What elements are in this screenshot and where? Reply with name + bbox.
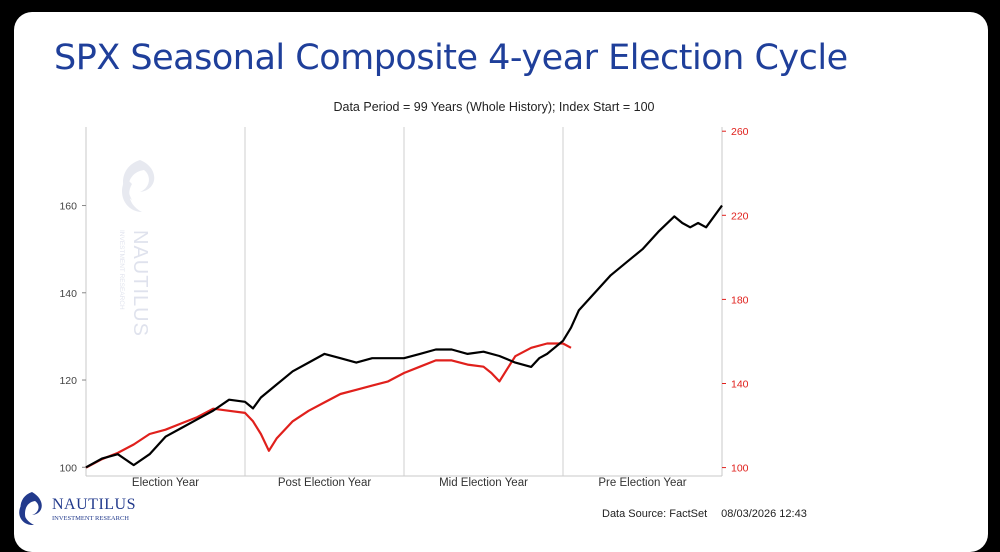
timestamp: 08/03/2026 12:43 [721, 508, 807, 520]
right-tick-label: 220 [731, 210, 749, 222]
chart-title: SPX Seasonal Composite 4-year Election C… [54, 38, 848, 78]
x-categories: Election Year Post Election Year Mid Elect… [132, 477, 687, 489]
slide: SPX Seasonal Composite 4-year Election C… [14, 12, 988, 552]
data-source-footer: Data Source: FactSet 08/03/2026 12:43 [602, 508, 807, 520]
logo-name: NAUTILUS [52, 496, 136, 513]
period-dividers [244, 127, 564, 476]
watermark-tagline: INVESTMENT RESEARCH [118, 230, 125, 310]
nautilus-swirl-icon [19, 492, 42, 526]
left-tick-label: 120 [59, 375, 77, 387]
logo-tagline: INVESTMENT RESEARCH [52, 515, 129, 522]
left-y-axis: 100 120 140 160 [59, 201, 86, 474]
left-tick-label: 100 [59, 462, 77, 474]
red-series-line [85, 342, 572, 469]
x-category-label: Pre Election Year [598, 477, 686, 489]
right-tick-label: 140 [731, 378, 749, 390]
x-category-label: Election Year [132, 477, 199, 489]
black-series-line [85, 204, 723, 469]
right-y-axis: 100 140 180 220 260 [722, 126, 749, 475]
watermark-swirl-icon [121, 160, 155, 212]
watermark: NAUTILUS INVESTMENT RESEARCH [118, 160, 155, 337]
watermark-name: NAUTILUS [129, 230, 151, 337]
series-lines [85, 204, 723, 469]
x-category-label: Mid Election Year [439, 477, 528, 489]
data-source: Data Source: FactSet [602, 508, 708, 520]
left-tick-label: 140 [59, 288, 77, 300]
right-tick-label: 100 [731, 463, 749, 475]
chart-subtitle: Data Period = 99 Years (Whole History); … [333, 100, 655, 114]
right-tick-label: 260 [731, 126, 749, 138]
left-tick-label: 160 [59, 201, 77, 213]
right-tick-label: 180 [731, 294, 749, 306]
election-cycle-chart: NAUTILUS INVESTMENT RESEARCH 100 120 140 16… [59, 126, 749, 489]
x-category-label: Post Election Year [278, 477, 372, 489]
nautilus-logo: NAUTILUS INVESTMENT RESEARCH [19, 492, 136, 526]
